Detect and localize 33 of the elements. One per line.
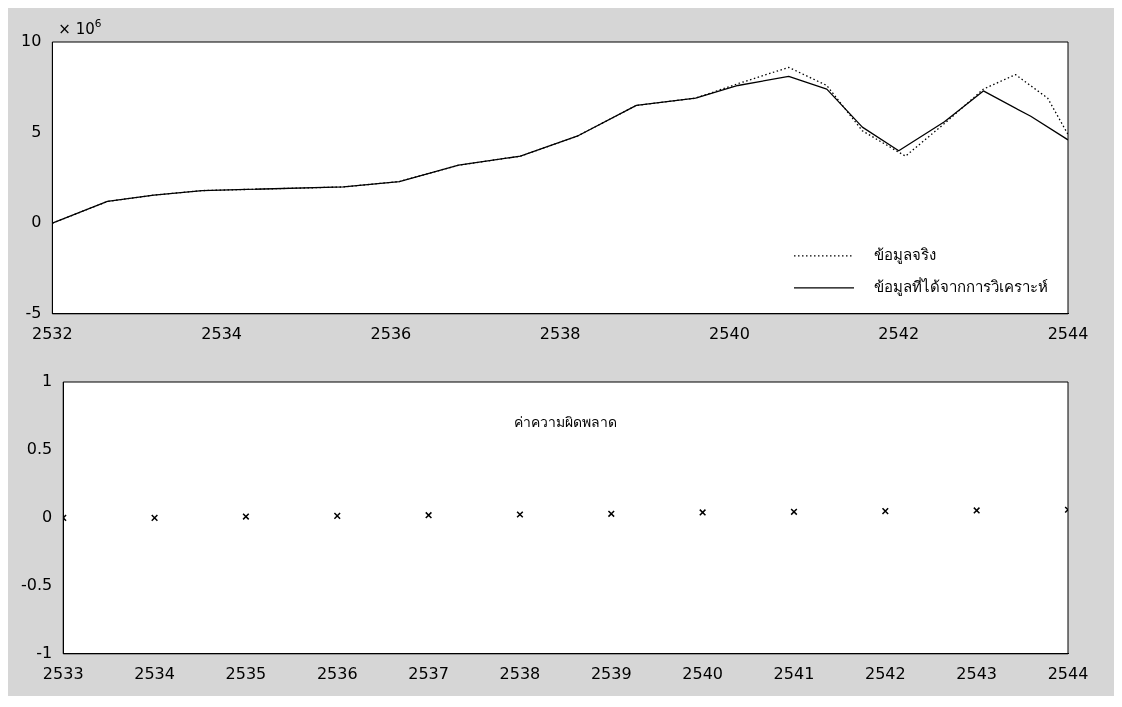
x-tick-label: 2535 xyxy=(225,663,267,683)
y-tick-label: -0.5 xyxy=(21,575,53,595)
x-tick-label: 2538 xyxy=(539,323,581,343)
y-tick-label: 10 xyxy=(21,31,42,51)
x-tick-label: 2544 xyxy=(1047,663,1089,683)
x-tick-label: 2541 xyxy=(773,663,815,683)
x-tick-label: 2534 xyxy=(201,323,242,343)
x-tick-label: 2544 xyxy=(1047,323,1089,343)
x-tick-label: 2538 xyxy=(499,663,541,683)
point xyxy=(516,510,524,519)
legend-label: ข้อมูลจริง xyxy=(874,245,936,264)
point xyxy=(242,512,250,521)
legend-label: ข้อมูลที่ได้จากการวิเคราะห์ xyxy=(874,275,1048,296)
x-tick-label: 2533 xyxy=(42,663,84,683)
x-tick-label: 2536 xyxy=(316,663,358,683)
x-tick-label: 2532 xyxy=(32,323,73,343)
x-tick-label: 2534 xyxy=(134,663,175,683)
y-tick-label: 0.5 xyxy=(26,439,53,459)
x-tick-label: 2542 xyxy=(878,323,920,343)
x-tick-label: 2540 xyxy=(682,663,723,683)
x-tick-label: 2536 xyxy=(370,323,412,343)
x-tick-label: 2537 xyxy=(408,663,449,683)
annotation: ค่าความผิดพลาด xyxy=(514,414,618,430)
y-tick-label: 5 xyxy=(31,121,42,141)
y-tick-label: -5 xyxy=(25,302,42,322)
x-tick-label: 2542 xyxy=(864,663,906,683)
y-tick-label: -1 xyxy=(36,642,53,662)
y-tick-label: 1 xyxy=(42,371,53,391)
y-tick-label: 0 xyxy=(31,212,42,232)
x-tick-label: 2539 xyxy=(590,663,632,683)
y-tick-label: 0 xyxy=(42,507,53,527)
x-tick-label: 2540 xyxy=(709,323,750,343)
x-tick-label: 2543 xyxy=(956,663,998,683)
